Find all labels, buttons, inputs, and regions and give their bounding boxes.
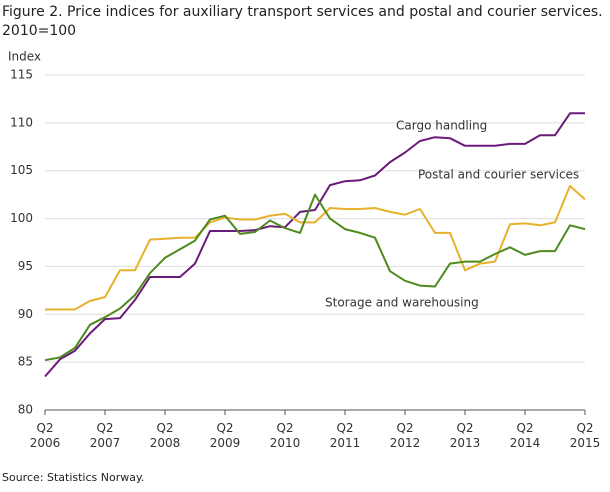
series-label: Cargo handling	[396, 119, 487, 133]
series-label: Postal and courier services	[418, 168, 579, 182]
y-tick-label: 110	[10, 115, 33, 129]
x-tick-label: Q2 2006	[30, 421, 61, 450]
chart-title: Figure 2. Price indices for auxiliary tr…	[2, 4, 603, 20]
x-tick-label: Q2 2010	[270, 421, 301, 450]
y-axis-label: Index	[8, 50, 41, 64]
chart-subtitle: 2010=100	[2, 23, 76, 39]
y-tick-label: 80	[18, 403, 33, 417]
y-tick-label: 95	[18, 259, 33, 273]
line-series	[45, 185, 586, 311]
x-tick-label: Q2 2009	[210, 421, 241, 450]
y-tick-label: 90	[18, 307, 33, 321]
y-tick-label: 105	[10, 163, 33, 177]
x-tick-label: Q2 2014	[510, 421, 541, 450]
x-tick-label: Q2 2012	[390, 421, 421, 450]
x-tick-label: Q2 2015	[570, 421, 601, 450]
x-tick-label: Q2 2008	[150, 421, 181, 450]
x-tick-label: Q2 2013	[450, 421, 481, 450]
series-label: Storage and warehousing	[325, 296, 479, 310]
y-tick-label: 100	[10, 211, 33, 225]
line-series	[44, 193, 586, 362]
x-tick-label: Q2 2007	[90, 421, 121, 450]
y-tick-label: 115	[10, 68, 33, 82]
source: Source: Statistics Norway.	[2, 471, 144, 484]
x-tick-label: Q2 2011	[330, 421, 361, 450]
y-tick-label: 85	[18, 355, 33, 369]
line-series	[44, 112, 585, 378]
